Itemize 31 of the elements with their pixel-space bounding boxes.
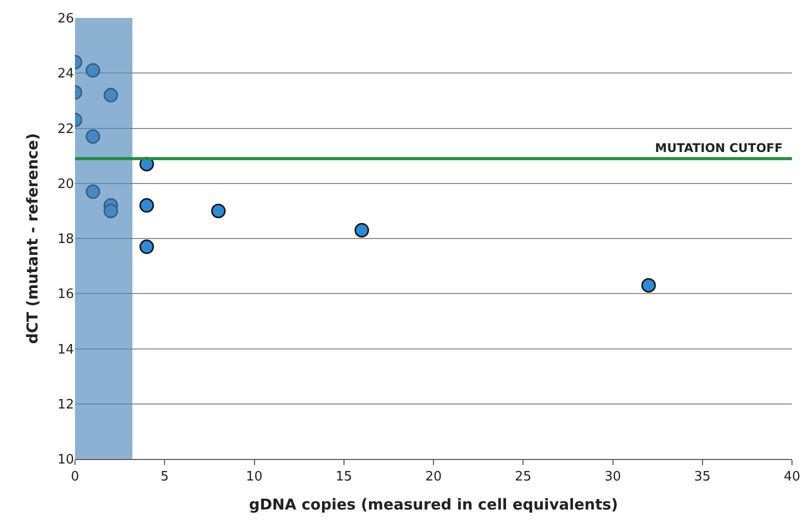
x-tick-label: 40 bbox=[784, 470, 800, 485]
x-tick-label: 20 bbox=[425, 470, 442, 485]
y-tick-label: 24 bbox=[57, 66, 74, 82]
x-tick-label: 15 bbox=[336, 470, 352, 485]
point bbox=[211, 204, 226, 218]
y-tick-label: 10 bbox=[57, 452, 74, 468]
y-tick-label: 14 bbox=[57, 342, 74, 358]
x-tick-label: 0 bbox=[70, 470, 80, 485]
x-tick-label: 5 bbox=[160, 470, 169, 485]
point bbox=[139, 240, 154, 254]
y-axis-title: dCT (mutant - reference) bbox=[24, 133, 42, 344]
y-tick-label: 18 bbox=[57, 232, 74, 248]
y-tick-label: 16 bbox=[57, 287, 74, 302]
y-tick-label: 20 bbox=[57, 176, 74, 192]
y-tick-label: 12 bbox=[57, 397, 74, 412]
point bbox=[104, 204, 118, 218]
point bbox=[86, 63, 100, 78]
point bbox=[86, 184, 100, 199]
x-tick-label: 30 bbox=[604, 470, 622, 485]
point bbox=[86, 129, 100, 144]
point bbox=[641, 278, 656, 293]
y-tick-label: 22 bbox=[57, 122, 74, 137]
y-tick-label: 26 bbox=[57, 12, 74, 27]
point bbox=[139, 198, 154, 213]
point bbox=[354, 222, 370, 238]
ref-line-label: MUTATION CUTOFF bbox=[655, 141, 783, 155]
x-axis-title: gDNA copies (measured in cell equivalents) bbox=[248, 496, 618, 514]
x-tick-label: 25 bbox=[514, 470, 532, 485]
point bbox=[104, 88, 118, 102]
x-tick-label: 10 bbox=[246, 470, 263, 485]
x-tick-label: 35 bbox=[694, 470, 711, 485]
